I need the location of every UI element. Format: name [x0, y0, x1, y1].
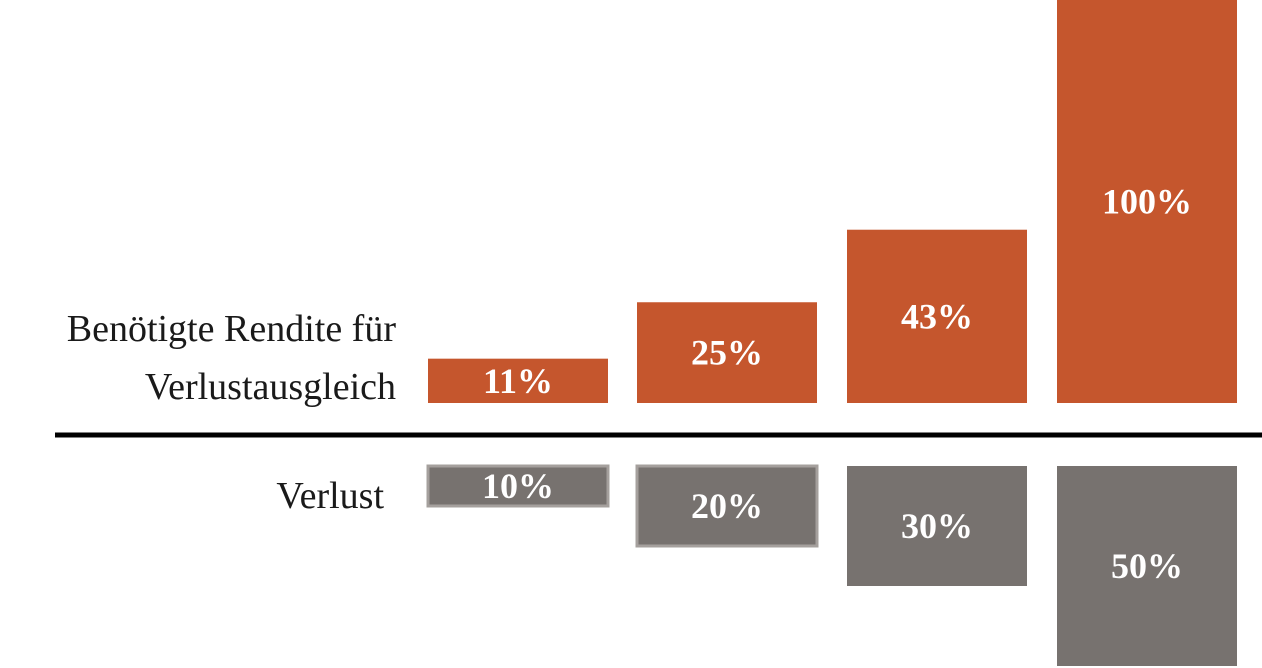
series-label-line: Verlust: [276, 475, 384, 517]
loss-bars: 10% 20% 30% 50%: [426, 464, 1237, 666]
series-label-loss: Verlust: [276, 467, 384, 525]
loss-bar: [1057, 466, 1237, 666]
required-return-bar-label: 43%: [901, 296, 973, 336]
required-return-bars: 11% 25% 43% 100%: [428, 0, 1237, 403]
loss-bar-label: 30%: [901, 506, 973, 546]
loss-bar: [847, 466, 1027, 586]
loss-bar: [426, 464, 610, 508]
required-return-bar: [847, 229, 1027, 403]
required-return-bar: [637, 302, 817, 403]
loss-bar-label: 20%: [691, 486, 763, 526]
series-label-required-return: Benötigte Rendite für Verlustausgleich: [67, 300, 396, 416]
required-return-bar: [428, 358, 608, 403]
series-label-line: Verlustausgleich: [144, 366, 396, 408]
required-return-bar-label: 100%: [1102, 182, 1192, 222]
required-return-bar-label: 11%: [483, 361, 553, 401]
loss-bar: [635, 464, 819, 548]
required-return-bar: [1057, 0, 1237, 403]
series-label-line: Benötigte Rendite für: [66, 308, 396, 350]
loss-bar-label: 50%: [1111, 546, 1183, 586]
loss-bar-label: 10%: [482, 466, 554, 506]
required-return-bar-label: 25%: [691, 333, 763, 373]
